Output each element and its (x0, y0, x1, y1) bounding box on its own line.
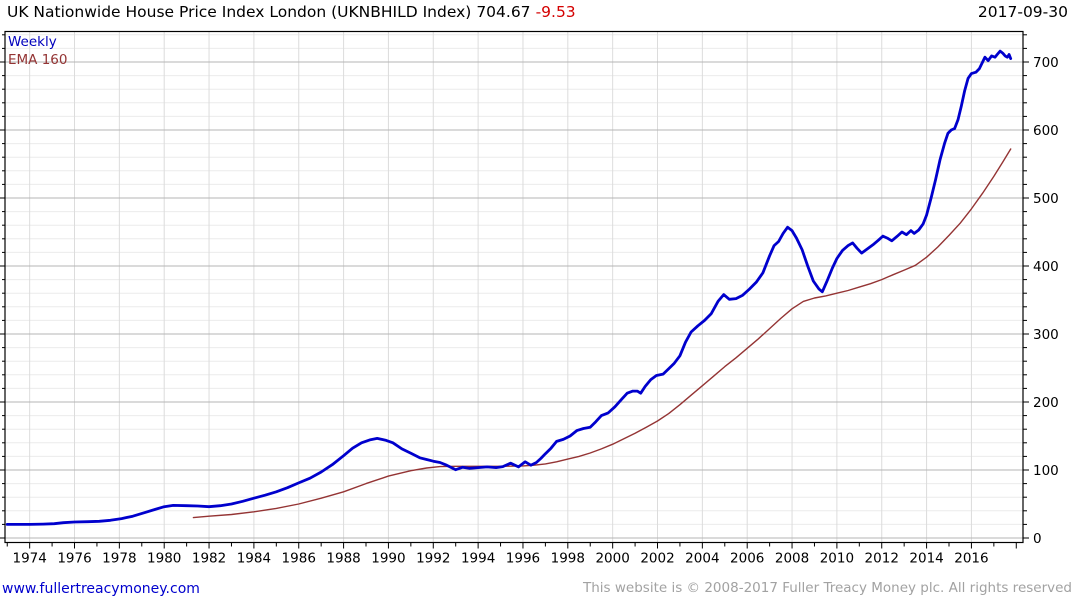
x-tick-label: 1994 (461, 551, 495, 567)
x-tick-label: 2004 (685, 551, 719, 567)
last-price: 704.67 (476, 3, 531, 21)
x-tick-label: 1992 (416, 551, 450, 567)
chart-title: UK Nationwide House Price Index London (… (7, 3, 472, 21)
y-tick-label: 100 (1033, 463, 1059, 479)
grid-major-horizontal (5, 61, 1023, 539)
x-tick-label: 1984 (237, 551, 271, 567)
x-tick-label: 2012 (865, 551, 899, 567)
x-tick-label: 1988 (326, 551, 360, 567)
x-tick-label: 2010 (820, 551, 854, 567)
ema-line (192, 148, 1012, 519)
y-tick-label: 500 (1033, 191, 1059, 207)
site-link[interactable]: www.fullertreacymoney.com (2, 581, 200, 597)
y-tick-label: 600 (1033, 123, 1059, 139)
x-tick-label: 2000 (595, 551, 629, 567)
copyright-text: This website is © 2008-2017 Fuller Treac… (583, 580, 1072, 596)
price-change: -9.53 (535, 3, 576, 21)
plot-border (4, 30, 1024, 544)
x-tick-label: 2014 (909, 551, 943, 567)
x-tick-label: 1990 (371, 551, 405, 567)
chart-date: 2017-09-30 (977, 3, 1068, 21)
x-tick-label: 2016 (954, 551, 988, 567)
x-tick-label: 1998 (551, 551, 585, 567)
x-tick-label: 1978 (102, 551, 136, 567)
y-tick-label: 700 (1033, 55, 1059, 71)
y-tick-label: 400 (1033, 259, 1059, 275)
x-axis: 1974 1976 1978 1980 1982 1984 1986 1988 1990 1992… (6, 542, 1017, 567)
x-tick-label: 1986 (282, 551, 316, 567)
grid-minor-horizontal (5, 34, 1023, 525)
x-tick-label: 2008 (775, 551, 809, 567)
title-bar: UK Nationwide House Price Index London (… (7, 3, 1068, 21)
chart-legend: Weekly EMA 160 (8, 33, 67, 69)
x-tick-label: 1976 (57, 551, 91, 567)
x-tick-label: 1996 (506, 551, 540, 567)
legend-item-ema160: EMA 160 (8, 52, 68, 68)
x-tick-label: 2002 (640, 551, 674, 567)
y-tick-label: 300 (1033, 327, 1059, 343)
y-tick-label: 200 (1033, 395, 1059, 411)
x-tick-label: 1980 (147, 551, 181, 567)
weekly-line (5, 49, 1013, 526)
y-tick-label: 0 (1033, 531, 1042, 547)
x-tick-label: 1974 (12, 551, 46, 567)
y-axis: 0 100 200 300 400 500 600 700 (0, 34, 1059, 547)
x-tick-label: 2006 (730, 551, 764, 567)
legend-item-weekly: Weekly (8, 34, 57, 50)
x-tick-label: 1982 (192, 551, 226, 567)
